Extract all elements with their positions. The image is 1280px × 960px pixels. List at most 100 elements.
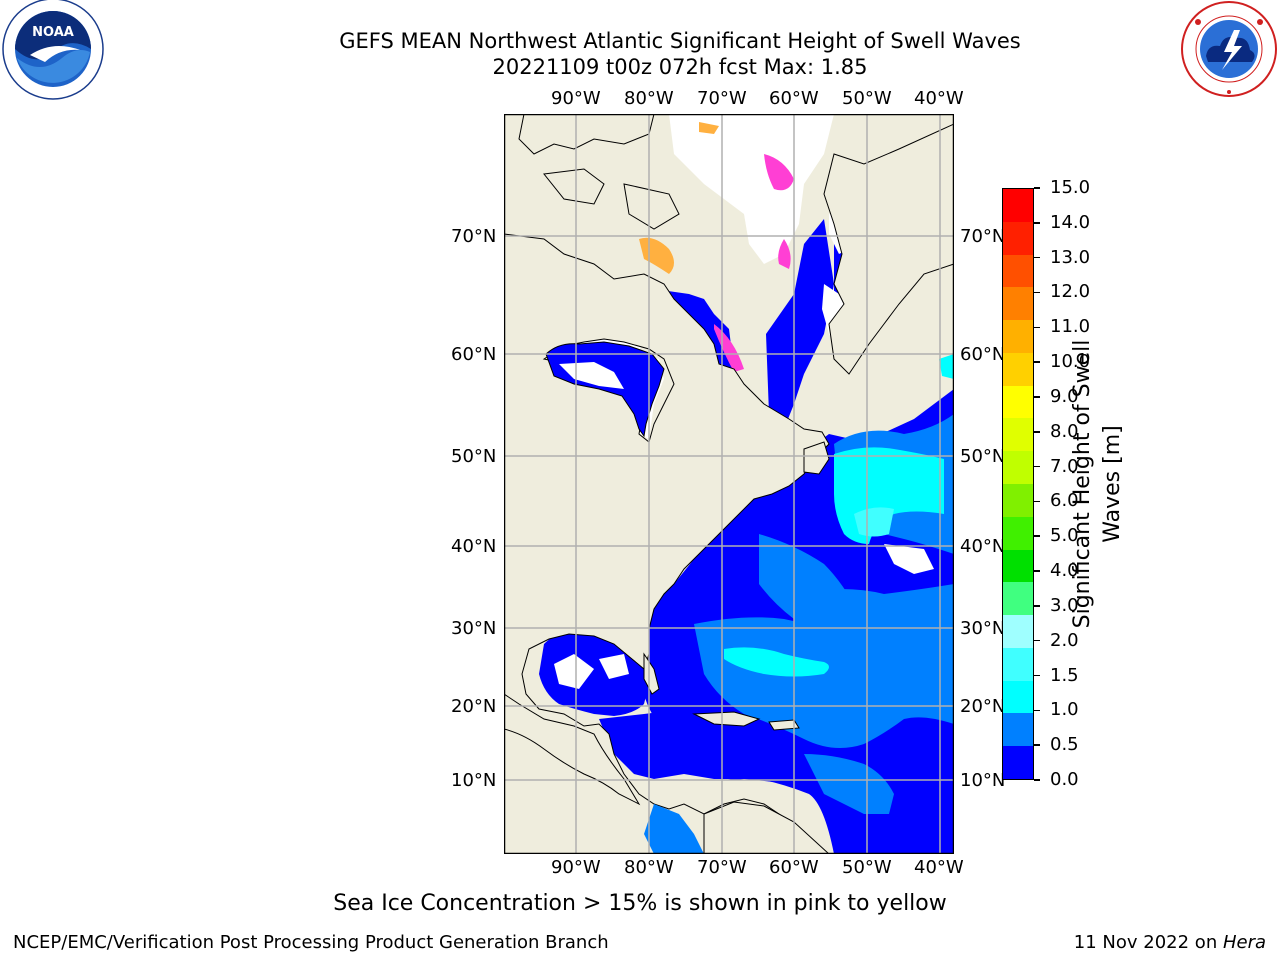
map-svg [503, 113, 955, 855]
swell-zone-mid-5 [804, 754, 894, 814]
colorbar-segment [1003, 418, 1033, 452]
map-frame [503, 113, 955, 855]
colorbar-tick-label: 10.0 [1050, 351, 1091, 373]
lon-label-bottom-80w: 80°W [624, 857, 674, 878]
colorbar-tick-label: 15.0 [1050, 177, 1091, 198]
colorbar-tick-mark [1034, 396, 1040, 398]
swell-zone-cyan-3 [724, 647, 829, 677]
colorbar-tick-label: 12.0 [1050, 281, 1091, 303]
colorbar-tick-mark [1034, 465, 1040, 468]
lat-label-right-50n: 50°N [960, 446, 1006, 467]
colorbar-segment [1003, 615, 1033, 648]
colorbar-segment [1003, 516, 1033, 550]
chart-title: GEFS MEAN Northwest Atlantic Significant… [339, 29, 1021, 53]
colorbar-tick-mark [1034, 431, 1040, 433]
colorbar-tick-mark [1034, 535, 1040, 537]
lat-label-right-30n: 30°N [960, 618, 1006, 639]
lat-label-right-20n: 20°N [960, 696, 1006, 717]
baffin-bay-water [766, 219, 834, 429]
cuba [692, 711, 761, 727]
chart-subtitle: 20221109 t00z 072h fcst Max: 1.85 [492, 55, 868, 79]
colorbar-tick-mark [1034, 709, 1040, 712]
lat-label-right-70n: 70°N [960, 226, 1006, 247]
colorbar-tick-label: 2.0 [1050, 629, 1079, 651]
lon-label-bottom-50w: 50°W [842, 857, 892, 878]
lat-label-right-60n: 60°N [960, 344, 1006, 365]
colorbar-segment [1003, 352, 1033, 386]
colorbar-segment [1003, 385, 1033, 419]
lon-label-bottom-60w: 60°W [769, 857, 819, 878]
colorbar-tick-label: 11.0 [1050, 316, 1091, 338]
colorbar-tick-label: 1.0 [1050, 699, 1079, 721]
colorbar-tick-mark [1034, 744, 1040, 746]
florida [643, 652, 660, 695]
lon-label-top-50w: 50°W [842, 88, 892, 109]
ice-edge-3 [639, 237, 674, 274]
lat-label-left-40n: 40°N [451, 536, 497, 557]
colorbar-tick-mark [1034, 256, 1040, 259]
colorbar-tick-label: 0.0 [1050, 769, 1079, 790]
colorbar [1002, 188, 1034, 780]
colorbar-segment [1003, 188, 1033, 222]
colorbar-segment [1003, 483, 1033, 517]
colorbar-tick-mark [1034, 605, 1040, 607]
footer-date: 11 Nov 2022 on Hera [1074, 932, 1266, 953]
lat-label-left-20n: 20°N [451, 696, 497, 717]
colorbar-tick-label: 3.0 [1050, 594, 1079, 616]
colorbar-tick-label: 14.0 [1050, 211, 1091, 233]
colorbar-tick-label: 9.0 [1050, 385, 1079, 407]
greenland [823, 123, 954, 375]
arctic-ice-cover [669, 114, 834, 264]
lat-label-left-60n: 60°N [451, 344, 497, 365]
colorbar-tick-mark [1034, 779, 1040, 781]
colorbar-tick-label: 8.0 [1050, 420, 1079, 442]
gulf-of-mexico-water [539, 629, 649, 716]
colorbar-tick-mark [1034, 570, 1040, 572]
lat-label-left-70n: 70°N [451, 226, 497, 247]
arctic-island-1 [543, 168, 605, 205]
ice-edge-5 [699, 122, 719, 134]
lon-label-top-40w: 40°W [914, 88, 964, 109]
lat-label-left-50n: 50°N [451, 446, 497, 467]
colorbar-segment [1003, 320, 1033, 353]
lat-label-left-10n: 10°N [451, 770, 497, 791]
nws-logo [1178, 0, 1280, 100]
lat-label-right-40n: 40°N [960, 536, 1006, 557]
colorbar-segment [1003, 549, 1033, 583]
pacific-central [644, 804, 704, 854]
ice-edge-2 [778, 239, 791, 269]
noaa-text: NOAA [32, 25, 74, 40]
colorbar-tick-label: 7.0 [1050, 455, 1079, 477]
footer-date-text: 11 Nov 2022 on [1073, 932, 1223, 953]
newfoundland [803, 441, 830, 475]
swell-zone-cyan-2 [854, 507, 894, 537]
colorbar-segment [1003, 647, 1033, 681]
lon-label-top-90w: 90°W [551, 88, 601, 109]
swell-zone-cyan-4 [939, 354, 954, 379]
colorbar-tick-mark [1034, 291, 1040, 294]
colorbar-tick-label: 13.0 [1050, 246, 1091, 268]
lat-label-right-10n: 10°N [960, 770, 1006, 791]
lon-label-bottom-70w: 70°W [697, 857, 747, 878]
hispaniola [768, 719, 800, 731]
colorbar-tick-mark [1034, 674, 1040, 677]
colorbar-segment [1003, 713, 1033, 747]
lon-label-top-80w: 80°W [624, 88, 674, 109]
colorbar-segment [1003, 582, 1033, 616]
colorbar-segment [1003, 254, 1033, 288]
colorbar-tick-label: 6.0 [1050, 490, 1079, 512]
lon-label-top-60w: 60°W [769, 88, 819, 109]
colorbar-segment [1003, 680, 1033, 714]
colorbar-tick-label: 0.5 [1050, 734, 1079, 756]
colorbar-segment [1003, 451, 1033, 484]
colorbar-segments [1003, 188, 1033, 779]
caribbean-water [599, 709, 824, 784]
map-panel [503, 113, 955, 855]
colorbar-label-line2: Waves [m] [1100, 425, 1125, 543]
colorbar-segment [1003, 287, 1033, 321]
colorbar-tick-mark [1034, 500, 1040, 503]
colorbar-segment [1003, 221, 1033, 255]
lon-label-bottom-40w: 40°W [914, 857, 964, 878]
arctic-islands-north [518, 114, 655, 155]
colorbar-tick-mark [1034, 361, 1040, 363]
